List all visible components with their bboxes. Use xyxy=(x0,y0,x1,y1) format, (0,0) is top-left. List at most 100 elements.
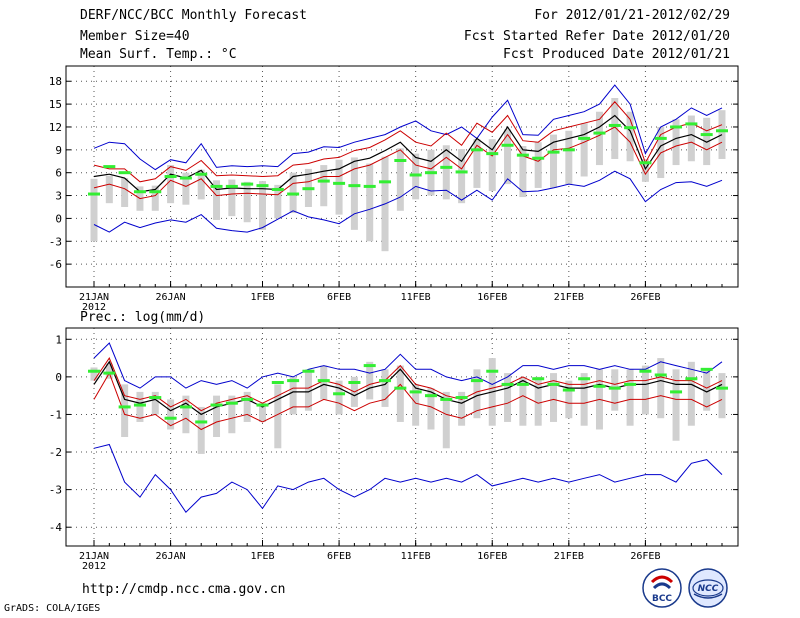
mean-marker xyxy=(547,382,560,386)
spread-bar xyxy=(274,184,282,219)
mean-marker xyxy=(271,187,284,191)
mean-marker xyxy=(455,170,468,174)
spread-bar xyxy=(626,369,634,426)
mean-marker xyxy=(440,397,453,401)
spread-bar xyxy=(565,130,573,185)
y-tick-label: -6 xyxy=(49,258,62,271)
mean-marker xyxy=(317,379,330,383)
mean-marker xyxy=(164,416,177,420)
mean-marker xyxy=(241,182,254,186)
mean-marker xyxy=(685,122,698,126)
spread-bar xyxy=(213,395,221,437)
mean-marker xyxy=(195,420,208,424)
x-tick-label: 26FEB xyxy=(630,292,660,303)
mean-marker xyxy=(88,192,100,196)
source-url[interactable]: http://cmdp.ncc.cma.gov.cn xyxy=(82,582,286,597)
spread-bar xyxy=(687,361,695,426)
spread-bar xyxy=(182,172,190,205)
mean-marker xyxy=(287,379,300,383)
forecast-started: Fcst Started Refer Date 2012/01/20 xyxy=(463,29,730,44)
plot-frame xyxy=(65,65,739,288)
series-line-lower_envelope xyxy=(93,443,723,513)
x-tick-label: 21JAN xyxy=(79,292,109,303)
spread-bar xyxy=(151,391,159,415)
spread-bar xyxy=(458,391,466,426)
mean-marker xyxy=(547,150,560,154)
mean-marker xyxy=(256,184,269,188)
mean-marker xyxy=(210,403,223,407)
spread-bar xyxy=(243,391,251,422)
mean-marker xyxy=(302,369,315,373)
mean-marker xyxy=(578,377,591,381)
x-tick-label: 6FEB xyxy=(327,292,351,303)
spread-bar xyxy=(504,373,512,422)
mean-marker xyxy=(578,136,591,140)
spread-bar xyxy=(412,153,420,200)
mean-marker xyxy=(685,377,698,381)
spread-bar xyxy=(121,384,129,437)
grads-credit: GrADS: COLA/IGES xyxy=(4,603,101,614)
mean-marker xyxy=(271,381,284,384)
bcc-logo-text: BCC xyxy=(652,594,672,604)
spread-bar xyxy=(580,373,588,426)
mean-marker xyxy=(379,180,392,184)
series-line-lower xyxy=(93,371,723,431)
x-tick-label: 21JAN xyxy=(79,551,109,562)
spread-bar xyxy=(641,365,649,415)
spread-bar xyxy=(458,149,466,204)
spread-bar xyxy=(611,369,619,411)
spread-bar xyxy=(136,391,144,422)
member-size: Member Size=40 xyxy=(80,29,190,44)
x-tick-label: 21FEB xyxy=(554,551,584,562)
mean-marker xyxy=(639,161,652,165)
spread-bar xyxy=(258,181,266,230)
series-line-max xyxy=(93,84,723,171)
spread-bar xyxy=(534,376,542,426)
mean-marker xyxy=(363,184,376,188)
spread-bar xyxy=(228,395,236,434)
panel-1: -6 -3 0 3 6 9 12 15 18 21JAN 26JAN 1FEB 6FEB 11FEB 16F… xyxy=(49,65,739,313)
spread-bar xyxy=(473,369,481,419)
x-tick-label: 26JAN xyxy=(156,292,186,303)
spread-bar xyxy=(105,175,113,204)
spread-bar xyxy=(550,373,558,422)
mean-marker xyxy=(256,403,269,407)
mean-marker xyxy=(118,171,131,175)
y-tick-label: -3 xyxy=(49,235,62,248)
mean-marker xyxy=(624,382,637,386)
mean-marker xyxy=(195,172,208,176)
mean-marker xyxy=(562,148,575,152)
spread-bar xyxy=(335,380,343,415)
spread-bar xyxy=(289,376,297,415)
mean-marker xyxy=(333,392,346,396)
spread-bar xyxy=(473,139,481,188)
mean-marker xyxy=(608,123,621,127)
mean-marker xyxy=(149,190,162,194)
spread-bar xyxy=(274,384,282,449)
mean-marker xyxy=(501,382,514,386)
mean-marker xyxy=(225,401,238,405)
mean-marker xyxy=(639,369,652,373)
spread-bar xyxy=(320,365,328,400)
spread-bar xyxy=(213,180,221,220)
x-tick-label: 26FEB xyxy=(630,551,660,562)
y-tick-label: 12 xyxy=(49,121,62,134)
mean-marker xyxy=(103,165,116,169)
mean-marker xyxy=(287,192,300,196)
spread-bar xyxy=(565,380,573,419)
spread-bar xyxy=(550,134,558,188)
y-tick-label: -2 xyxy=(49,446,62,459)
mean-marker xyxy=(394,386,407,390)
spread-bar xyxy=(228,179,236,217)
mean-marker xyxy=(118,405,131,409)
mean-marker xyxy=(179,176,192,180)
spread-bar xyxy=(335,159,343,215)
x-tick-label: 1FEB xyxy=(250,292,274,303)
series-line-median xyxy=(93,114,723,193)
spread-bar xyxy=(504,129,512,185)
mean-marker xyxy=(470,379,483,383)
spread-bar xyxy=(182,395,190,434)
spread-bar xyxy=(350,157,358,230)
mean-marker xyxy=(424,171,437,175)
